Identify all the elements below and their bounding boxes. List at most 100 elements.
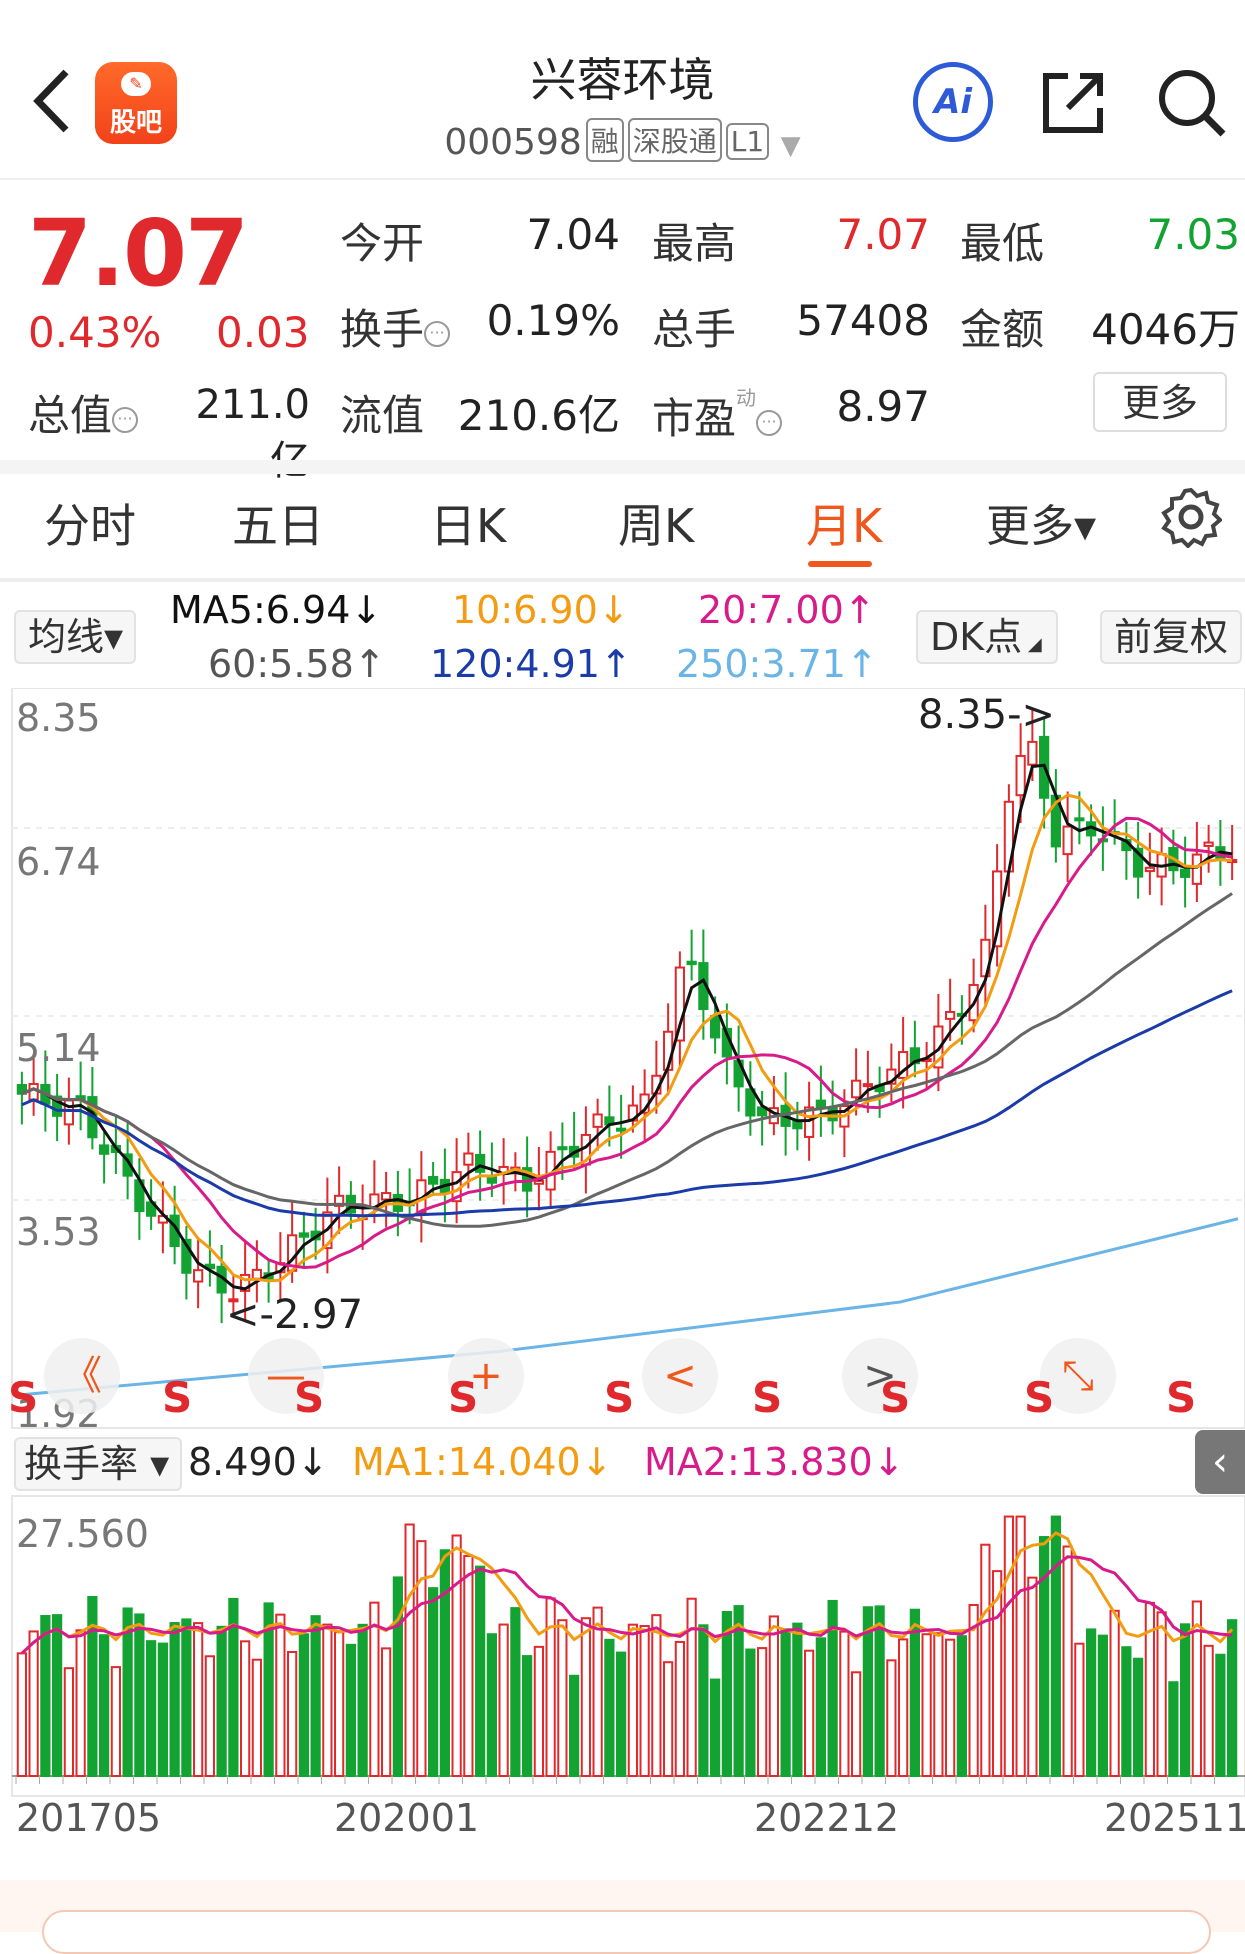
comment-input[interactable] — [42, 1910, 1211, 1954]
ma10-value: 10:6.90↓ — [452, 588, 630, 632]
candle-body — [334, 1194, 345, 1207]
turnover-bar — [345, 1643, 356, 1777]
candle-body — [616, 1127, 627, 1132]
dk-point-toggle[interactable]: DK点 ◢ — [916, 610, 1058, 664]
candle-body — [933, 1025, 944, 1069]
candle-body — [463, 1152, 474, 1166]
guba-label: 股吧 — [109, 108, 162, 138]
turnover-bar — [757, 1647, 768, 1778]
stock-code: 000598 — [444, 122, 582, 163]
turnover-bar — [921, 1633, 932, 1778]
turnover-bar — [1109, 1609, 1120, 1778]
candle-body — [851, 1079, 862, 1099]
candle-body — [674, 966, 685, 1042]
turnover-bar — [1133, 1657, 1144, 1778]
candle-body — [862, 1083, 873, 1088]
turnover-bar — [1227, 1619, 1238, 1777]
turnover-bar — [52, 1614, 63, 1777]
scroll-right-button[interactable]: > — [842, 1338, 918, 1414]
signal-mark: S — [162, 1373, 193, 1422]
last-price: 7.07 — [28, 200, 249, 307]
search-icon[interactable] — [1155, 66, 1227, 138]
turnover-bar — [780, 1628, 791, 1777]
stock-code-line[interactable]: 000598 融深股通 L1 ▼ — [0, 118, 1245, 163]
tab-intraday[interactable]: 分时 — [44, 499, 136, 553]
turnover-bar — [1003, 1515, 1014, 1777]
turnover-bar — [228, 1597, 239, 1777]
candle-body — [1180, 868, 1191, 878]
info-icon[interactable]: ··· — [424, 321, 451, 347]
info-icon[interactable]: ··· — [112, 407, 139, 433]
turnover-bar — [134, 1613, 145, 1777]
share-icon[interactable] — [1040, 70, 1106, 136]
active-tab-indicator — [808, 561, 872, 567]
candle-body — [1015, 754, 1026, 797]
tab-daily-k[interactable]: 日K — [430, 499, 507, 553]
turnover-bar — [181, 1618, 192, 1778]
turnover-bar — [663, 1661, 674, 1778]
low-value: 7.03 — [1146, 210, 1240, 259]
candle-body — [533, 1179, 544, 1185]
turnover-bar — [334, 1631, 345, 1777]
float-value-label: 流值 — [340, 391, 425, 440]
back-icon[interactable] — [28, 66, 76, 136]
monthly-k-chart[interactable] — [0, 688, 1245, 1798]
candle-body — [475, 1153, 486, 1173]
turnover-bar — [698, 1624, 709, 1778]
turnover-label: 换手 ··· — [340, 296, 451, 357]
turnover-bar — [99, 1634, 110, 1777]
ma120-value: 120:4.91↑ — [430, 642, 632, 686]
turnover-bar — [110, 1666, 121, 1777]
tab-monthly-k[interactable]: 月K — [806, 499, 883, 553]
turnover-bar — [1168, 1681, 1179, 1778]
turnover-bar — [63, 1667, 74, 1777]
turnover-bar — [322, 1623, 333, 1777]
turnover-ma1: MA1:14.040↓ — [352, 1440, 613, 1484]
turnover-bar — [428, 1587, 439, 1778]
price-level-4: 3.53 — [16, 1210, 101, 1254]
ma5-line — [21, 763, 1233, 1291]
fullscreen-button[interactable]: ⤡ — [1040, 1338, 1116, 1414]
tab-weekly-k[interactable]: 周K — [618, 499, 695, 553]
tab-more[interactable]: 更多▾ — [986, 501, 1097, 552]
turnover-bar — [827, 1599, 838, 1777]
turnover-indicator-selector[interactable]: 换手率 ▾ — [14, 1437, 182, 1491]
scroll-left-button[interactable]: < — [642, 1338, 718, 1414]
connect-tag: 深股通 — [627, 118, 722, 162]
scroll-left-fast-button[interactable]: 《 — [44, 1338, 120, 1414]
ai-icon[interactable]: Ai — [913, 62, 993, 142]
change-amount: 0.03 — [216, 308, 310, 357]
turnover-bar — [40, 1615, 51, 1777]
turnover-bar — [557, 1619, 568, 1778]
signal-mark: S — [294, 1373, 325, 1422]
zoom-in-button[interactable]: + — [448, 1338, 524, 1414]
margin-tag: 融 — [585, 118, 624, 162]
turnover-bar — [287, 1650, 298, 1777]
turnover-bar — [768, 1615, 779, 1777]
turnover-bar — [1062, 1545, 1073, 1778]
turnover-bar — [862, 1606, 873, 1778]
adjust-selector[interactable]: 前复权 — [1100, 610, 1242, 664]
gear-icon[interactable] — [1160, 486, 1222, 548]
turnover-bar — [216, 1625, 227, 1777]
x-label-1: 201705 — [16, 1796, 162, 1840]
guba-button[interactable]: ✎ 股吧 — [95, 62, 177, 144]
candle-body — [1144, 866, 1155, 873]
info-icon[interactable]: ··· — [756, 410, 783, 436]
ma-selector[interactable]: 均线▾ — [14, 610, 136, 664]
candle-body — [827, 1107, 838, 1122]
turnover-bar — [381, 1647, 392, 1777]
signal-mark: S — [8, 1373, 39, 1422]
turnover-bar — [933, 1632, 944, 1777]
turnover-bar — [733, 1605, 744, 1777]
collapse-panel-button[interactable]: ‹ — [1195, 1430, 1245, 1494]
more-quote-button[interactable]: 更多 — [1093, 372, 1227, 432]
dropdown-triangle-icon: ▼ — [780, 131, 801, 161]
price-level-1: 8.35 — [16, 696, 101, 740]
price-level-3: 5.14 — [16, 1026, 101, 1070]
signal-mark: S — [604, 1373, 635, 1422]
turnover-bar — [404, 1523, 415, 1777]
candle-body — [228, 1298, 239, 1303]
zoom-out-button[interactable]: — — [248, 1338, 324, 1414]
tab-five-day[interactable]: 五日 — [232, 499, 324, 553]
